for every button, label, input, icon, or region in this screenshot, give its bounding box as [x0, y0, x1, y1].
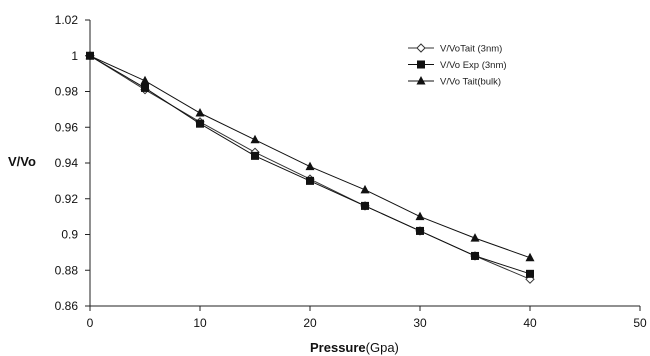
legend-label: V/Vo Tait(bulk)	[440, 77, 501, 88]
axes: 0.86 0.88 0.9 0.92 0.94 0.96 0.98 1 1.02 0 10 20 30 4…	[55, 13, 647, 330]
data-point	[525, 252, 535, 262]
x-tick-label: 50	[633, 316, 647, 330]
legend-marker	[416, 43, 426, 53]
legend-marker	[417, 60, 425, 69]
legend-item: V/VoTait (3nm)	[408, 43, 502, 55]
x-tick-label: 30	[413, 316, 427, 330]
series-2	[86, 51, 534, 278]
data-point	[415, 211, 425, 221]
data-point	[250, 134, 260, 144]
data-point	[360, 184, 370, 194]
legend-marker	[416, 76, 426, 85]
data-point	[305, 161, 315, 171]
data-point	[85, 50, 95, 60]
data-point	[140, 75, 150, 85]
legend: V/VoTait (3nm) V/Vo Exp (3nm) V/Vo Tait(bu…	[408, 43, 507, 88]
y-tick-label: 0.92	[55, 192, 79, 206]
legend-label: V/Vo Exp (3nm)	[440, 60, 507, 71]
series-3	[85, 50, 535, 262]
legend-item: V/Vo Exp (3nm)	[408, 60, 507, 71]
x-tick-label: 40	[523, 316, 537, 330]
data-point	[526, 269, 534, 278]
y-tick-label: 0.88	[55, 263, 79, 277]
data-point	[306, 176, 314, 185]
y-tick-label: 1.02	[55, 13, 79, 27]
data-point	[470, 233, 480, 242]
y-tick-label: 0.86	[55, 299, 79, 313]
y-tick-label: 0.9	[61, 228, 78, 242]
data-point	[416, 226, 424, 235]
x-axis-title-main: Pressure	[310, 340, 366, 355]
x-axis-title: Pressure(Gpa)	[310, 340, 399, 355]
x-tick-label: 10	[193, 316, 207, 330]
x-tick-label: 0	[87, 316, 94, 330]
x-axis-title-unit: (Gpa)	[366, 340, 399, 355]
y-axis-title: V/Vo	[8, 154, 36, 169]
legend-item: V/Vo Tait(bulk)	[408, 76, 501, 88]
data-point	[361, 201, 369, 210]
data-point	[195, 107, 205, 117]
y-tick-label: 0.94	[55, 156, 79, 170]
y-tick-label: 0.96	[55, 120, 79, 134]
data-point	[196, 119, 204, 128]
y-tick-label: 0.98	[55, 85, 79, 99]
x-tick-label: 20	[303, 316, 317, 330]
data-point	[471, 251, 479, 260]
y-tick-label: 1	[71, 49, 78, 63]
data-point	[141, 83, 149, 92]
data-point	[251, 151, 259, 160]
series-layer	[85, 50, 535, 284]
legend-label: V/VoTait (3nm)	[440, 44, 502, 55]
